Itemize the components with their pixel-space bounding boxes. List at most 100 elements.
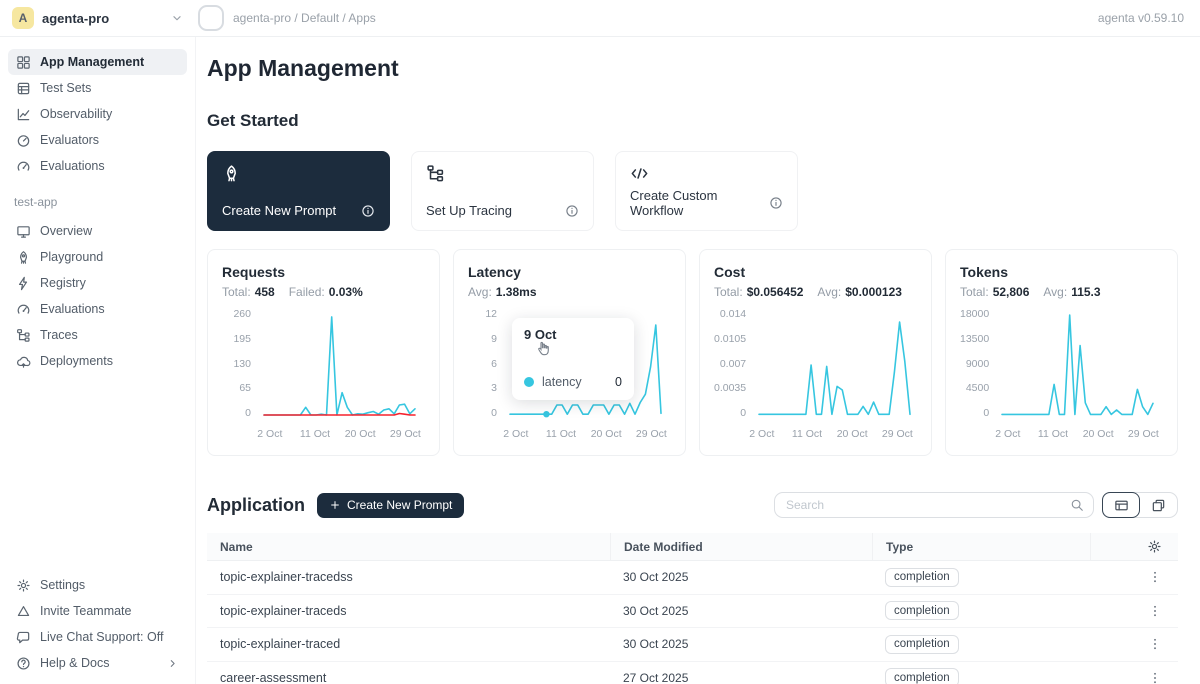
table-view-icon <box>1114 498 1129 513</box>
sidebar-item-label: Live Chat Support: Off <box>40 630 163 644</box>
y-axis-labels: 0.0140.01050.0070.00350 <box>714 308 755 419</box>
sidebar-item-label: App Management <box>40 55 144 69</box>
sidebar: App Management Test Sets Observability E… <box>0 37 196 684</box>
date-modified-cell: 27 Oct 2025 <box>610 671 872 684</box>
sidebar-item-icon <box>16 604 31 619</box>
app-version-label: agenta v0.59.10 <box>1098 11 1184 25</box>
card-view-button[interactable] <box>1139 493 1177 517</box>
sidebar-item-icon <box>16 578 31 593</box>
sidebar-app-nav: Overview Playground Registry Evaluations… <box>8 218 187 374</box>
table-view-button[interactable] <box>1102 492 1140 518</box>
sidebar-item[interactable]: Evaluations <box>8 296 187 322</box>
sidebar-item-icon <box>16 55 31 70</box>
chart-stats: Avg:1.38ms <box>468 285 671 299</box>
card-icon <box>630 164 649 183</box>
sidebar-item[interactable]: Evaluations <box>8 153 187 179</box>
workspace-avatar: A <box>12 7 34 29</box>
sidebar-item[interactable]: Help & Docs <box>8 650 187 676</box>
chart-stats: Total:52,806Avg:115.3 <box>960 285 1163 299</box>
y-axis-labels: 129630 <box>468 308 506 419</box>
sidebar-item-icon <box>16 224 31 239</box>
sidebar-item-label: Observability <box>40 107 112 121</box>
app-name-cell: topic-explainer-traced <box>207 637 610 651</box>
sidebar-item[interactable]: Invite Teammate <box>8 598 187 624</box>
table-row[interactable]: topic-explainer-traced 30 Oct 2025 compl… <box>207 628 1178 662</box>
application-heading: Application <box>207 495 305 516</box>
card-icon <box>222 164 241 183</box>
breadcrumb: agenta-pro / Default / Apps <box>233 11 376 25</box>
x-axis-labels: 2 Oct11 Oct20 Oct29 Oct <box>266 426 425 441</box>
info-icon[interactable] <box>565 204 579 218</box>
main-content: App Management Get Started Create New Pr… <box>196 37 1200 684</box>
latency-chart-card: Latency Avg:1.38ms 129630 2 Oct11 Oct20 … <box>453 249 686 456</box>
tooltip-value: 0 <box>615 375 622 389</box>
sidebar-item-label: Overview <box>40 224 92 238</box>
get-started-card[interactable]: Set Up Tracing <box>411 151 594 231</box>
chart-plot <box>998 311 1163 426</box>
table-row[interactable]: career-assessment 27 Oct 2025 completion <box>207 662 1178 684</box>
workspace-selector[interactable]: A agenta-pro <box>0 7 196 29</box>
sidebar-main-nav: App Management Test Sets Observability E… <box>8 49 187 179</box>
row-actions-icon[interactable] <box>1148 671 1162 684</box>
column-header-type: Type <box>872 533 1090 560</box>
chart-title: Tokens <box>960 264 1163 280</box>
get-started-card[interactable]: Create Custom Workflow <box>615 151 798 231</box>
sidebar-item-icon <box>16 656 31 671</box>
sidebar-item[interactable]: App Management <box>8 49 187 75</box>
create-new-prompt-button[interactable]: Create New Prompt <box>317 493 464 518</box>
sidebar-item[interactable]: Settings <box>8 572 187 598</box>
column-header-date: Date Modified <box>610 533 872 560</box>
sidebar-item-icon <box>16 107 31 122</box>
sidebar-item[interactable]: Playground <box>8 244 187 270</box>
search-input[interactable] <box>784 497 1070 513</box>
table-row[interactable]: topic-explainer-traceds 30 Oct 2025 comp… <box>207 595 1178 629</box>
sidebar-item[interactable]: Deployments <box>8 348 187 374</box>
metric-chart-cards: Requests Total:458Failed:0.03% 260195130… <box>207 249 1178 456</box>
get-started-card[interactable]: Create New Prompt <box>207 151 390 231</box>
sidebar-item-icon <box>16 276 31 291</box>
app-name-cell: topic-explainer-tracedss <box>207 570 610 584</box>
sidebar-item[interactable]: Observability <box>8 101 187 127</box>
sidebar-footer-nav: Settings Invite Teammate Live Chat Suppo… <box>8 572 187 676</box>
chart-title: Latency <box>468 264 671 280</box>
chart-tooltip: 9 Oct latency 0 <box>512 318 634 400</box>
date-modified-cell: 30 Oct 2025 <box>610 604 872 618</box>
card-label: Create Custom Workflow <box>630 188 769 218</box>
sidebar-item-label: Playground <box>40 250 103 264</box>
card-label: Create New Prompt <box>222 203 336 218</box>
table-row[interactable]: topic-explainer-tracedss 30 Oct 2025 com… <box>207 561 1178 595</box>
card-label: Set Up Tracing <box>426 203 512 218</box>
sidebar-item[interactable]: Traces <box>8 322 187 348</box>
chart-plot <box>755 311 920 426</box>
date-modified-cell: 30 Oct 2025 <box>610 570 872 584</box>
cursor-icon <box>534 340 552 358</box>
sidebar-item[interactable]: Test Sets <box>8 75 187 101</box>
sidebar-item[interactable]: Registry <box>8 270 187 296</box>
search-icon[interactable] <box>1070 498 1084 512</box>
sidebar-section-label: test-app <box>8 195 187 209</box>
date-modified-cell: 30 Oct 2025 <box>610 637 872 651</box>
sidebar-item-label: Registry <box>40 276 86 290</box>
sidebar-item-label: Help & Docs <box>40 656 109 670</box>
row-actions-icon[interactable] <box>1148 570 1162 584</box>
app-name-cell: topic-explainer-traceds <box>207 604 610 618</box>
search-box <box>774 492 1094 518</box>
sidebar-item-label: Test Sets <box>40 81 91 95</box>
plus-icon <box>329 499 341 511</box>
table-body: topic-explainer-tracedss 30 Oct 2025 com… <box>207 561 1178 684</box>
sidebar-item[interactable]: Live Chat Support: Off <box>8 624 187 650</box>
chevron-right-icon <box>166 657 179 670</box>
sidebar-item-icon <box>16 250 31 265</box>
sidebar-item[interactable]: Overview <box>8 218 187 244</box>
info-icon[interactable] <box>361 204 375 218</box>
applications-table: Name Date Modified Type topic-explainer-… <box>207 533 1178 684</box>
row-actions-icon[interactable] <box>1148 637 1162 651</box>
sidebar-collapse-button[interactable] <box>198 5 224 31</box>
table-settings-gear-icon[interactable] <box>1147 539 1162 554</box>
table-header: Name Date Modified Type <box>207 533 1178 561</box>
info-icon[interactable] <box>769 196 783 210</box>
row-actions-icon[interactable] <box>1148 604 1162 618</box>
sidebar-item-label: Settings <box>40 578 85 592</box>
sidebar-item[interactable]: Evaluators <box>8 127 187 153</box>
column-header-name: Name <box>207 540 610 554</box>
